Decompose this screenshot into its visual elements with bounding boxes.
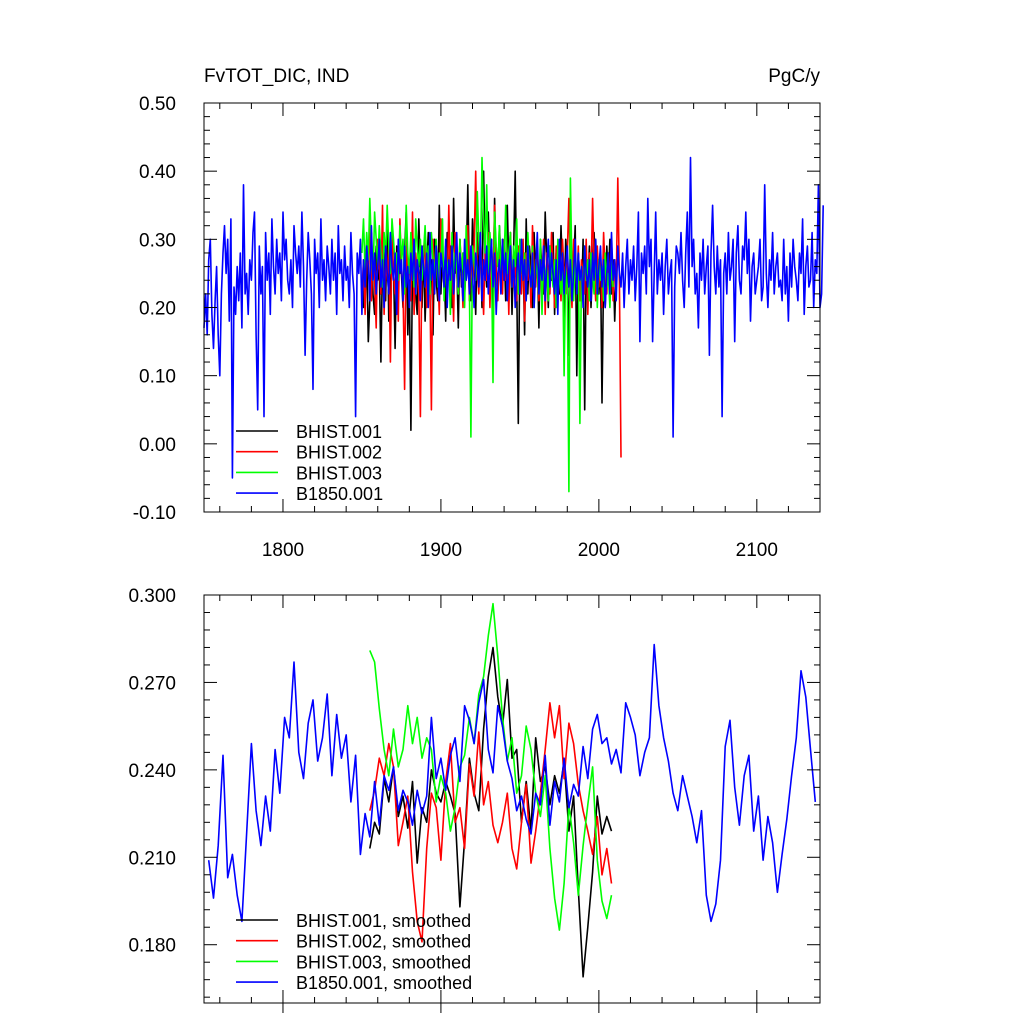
bottom-series-line-1 [369, 701, 613, 943]
bottom-ytick-label: 0.210 [128, 848, 176, 869]
top-legend-label-0: BHIST.001 [296, 422, 382, 442]
bottom-legend-label-1: BHIST.002, smoothed [296, 932, 471, 952]
bottom-ytick-label: 0.180 [128, 936, 176, 957]
bottom-legend-label-3: B1850.001, smoothed [296, 973, 472, 993]
top-ytick-label: 0.40 [139, 162, 176, 183]
top-xtick-label: 2000 [578, 540, 620, 561]
bottom-plot-frame [203, 594, 821, 1004]
top-series-layer [203, 156, 824, 493]
bottom-legend-label-0: BHIST.001, smoothed [296, 911, 471, 931]
top-legend-label-1: BHIST.002 [296, 443, 382, 463]
top-series-line-2 [361, 156, 614, 493]
top-xtick-label: 2100 [736, 540, 778, 561]
top-plot-frame [203, 102, 821, 513]
bottom-series-line-3 [207, 643, 817, 923]
bottom-ytick-label: 0.270 [128, 673, 176, 694]
bottom-ytick-label: 0.300 [128, 586, 176, 607]
top-series-line-3 [203, 156, 824, 479]
top-legend-label-3: B1850.001 [296, 484, 383, 504]
top-ytick-label: 0.50 [139, 94, 176, 115]
chart-title-right: PgC/y [768, 66, 820, 87]
top-axis-layer: 1800 1900 2000 2100 -0.10 0.00 0.10 0.20 0.30 0.4… [133, 94, 821, 561]
bottom-series-line-2 [369, 602, 613, 931]
chart-title-left: FvTOT_DIC, IND [204, 66, 349, 87]
bottom-series-line-0 [369, 646, 613, 978]
top-xtick-label: 1900 [420, 540, 462, 561]
top-ytick-label: 0.20 [139, 299, 176, 320]
top-ytick-label: 0.10 [139, 367, 176, 388]
top-xtick-label: 1800 [262, 540, 304, 561]
top-ytick-label: 0.30 [139, 230, 176, 251]
top-ytick-label: 0.00 [139, 435, 176, 456]
bottom-series-layer [207, 602, 817, 978]
bottom-ytick-label: 0.240 [128, 761, 176, 782]
bottom-panel: 0.180 0.210 0.240 0.270 0.300 BHIST.001, smo… [128, 586, 821, 1013]
bottom-axis-layer: 0.180 0.210 0.240 0.270 0.300 [128, 586, 821, 1013]
top-panel: FvTOT_DIC, IND PgC/y 1800 1900 2000 2100 -0.… [133, 66, 824, 561]
bottom-legend-label-2: BHIST.003, smoothed [296, 952, 471, 972]
top-legend-label-2: BHIST.003 [296, 463, 382, 483]
top-ytick-label: -0.10 [133, 503, 176, 524]
